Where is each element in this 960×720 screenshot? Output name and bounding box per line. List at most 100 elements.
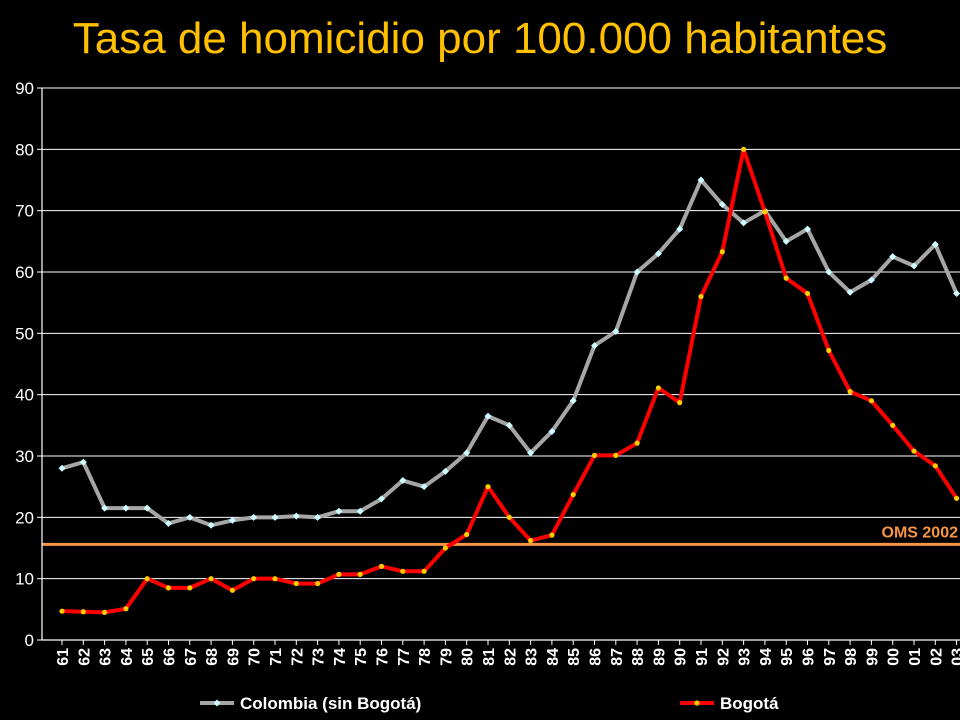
data-point [740,219,748,227]
data-point [549,532,555,538]
data-point [102,609,108,616]
y-tick-label: 90 [15,79,34,98]
x-tick-label: 03 [950,648,960,666]
x-tick-label: 85 [566,648,583,666]
x-tick-label: 77 [396,648,413,666]
data-point [122,504,130,512]
data-point [441,467,449,475]
x-tick-label: 76 [375,648,392,666]
y-tick-label: 50 [15,324,34,343]
data-point [335,507,343,515]
data-point [250,513,258,521]
data-point [890,422,896,428]
data-point [911,448,917,454]
data-point [762,209,768,215]
data-point [953,289,960,297]
data-point [954,495,960,501]
x-tick-label: 68 [204,648,221,666]
data-point [825,268,833,276]
data-point [228,516,236,524]
data-point [591,452,598,458]
data-point [654,250,662,258]
data-point [506,514,512,520]
data-point [634,440,640,446]
data-point [612,327,620,335]
data-point [932,463,938,469]
legend-label: Colombia (sin Bogotá) [240,694,421,713]
x-tick-label: 71 [268,648,285,666]
data-point [719,249,725,255]
x-axis-ticks: 61 62 63 64 65 66 67 68 69 70 71 72 73 74 75 76 77 78 79 80… [55,640,960,666]
data-point [591,342,598,350]
data-point [741,146,747,152]
data-point [59,608,65,614]
data-point [548,427,556,435]
x-tick-label: 90 [673,648,690,666]
x-tick-label: 00 [886,648,903,666]
data-point [356,507,364,515]
x-tick-label: 93 [737,648,754,666]
x-tick-label: 02 [928,648,945,666]
data-point [420,483,428,491]
data-point [165,585,172,591]
x-tick-label: 72 [289,648,306,666]
x-tick-label: 92 [715,648,732,666]
data-point [272,576,278,582]
data-point [847,389,853,395]
data-point [378,563,385,570]
x-tick-label: 81 [481,648,498,666]
x-tick-label: 65 [140,648,157,666]
data-point [400,568,406,574]
data-point [718,201,726,209]
data-point [80,609,86,615]
data-point [442,545,448,551]
data-point [251,576,257,582]
y-tick-label: 20 [15,508,34,527]
x-tick-label: 84 [545,648,562,666]
data-point [889,253,897,261]
y-tick-label: 30 [15,447,34,466]
series-group [58,146,960,616]
y-tick-label: 70 [15,202,34,221]
legend-label: Bogotá [720,694,779,713]
x-tick-label: 69 [225,648,242,666]
data-point [143,504,151,512]
y-tick-label: 80 [15,140,34,159]
x-tick-label: 82 [502,648,519,666]
series-line-0 [61,178,959,528]
x-tick-label: 86 [588,648,605,666]
x-tick-label: 78 [417,648,434,666]
data-point [910,262,918,270]
data-point [527,449,535,457]
data-point [207,521,215,529]
x-tick-label: 70 [247,648,264,666]
data-point [655,385,662,391]
y-tick-label: 0 [25,631,34,650]
data-point [187,585,193,591]
data-point [613,452,619,458]
y-tick-label: 60 [15,263,34,282]
legend-marker [694,700,700,706]
x-tick-label: 79 [438,648,455,666]
data-point [528,538,534,544]
y-tick-label: 10 [15,570,34,589]
data-point [463,449,471,457]
x-tick-label: 98 [843,648,860,666]
data-point [569,397,577,405]
x-tick-label: 83 [524,648,541,666]
x-tick-label: 75 [353,648,370,666]
x-tick-label: 73 [311,648,328,666]
data-point [804,225,811,233]
x-tick-label: 91 [694,648,711,666]
data-point [421,568,427,574]
chart-title: Tasa de homicidio por 100.000 habitantes [72,14,888,63]
x-tick-label: 66 [162,648,179,666]
data-point [336,571,342,577]
data-point [505,421,513,429]
data-point [314,513,322,521]
x-tick-label: 95 [779,648,796,666]
x-tick-label: 64 [119,648,136,666]
data-point [271,513,279,521]
data-point [144,576,150,582]
